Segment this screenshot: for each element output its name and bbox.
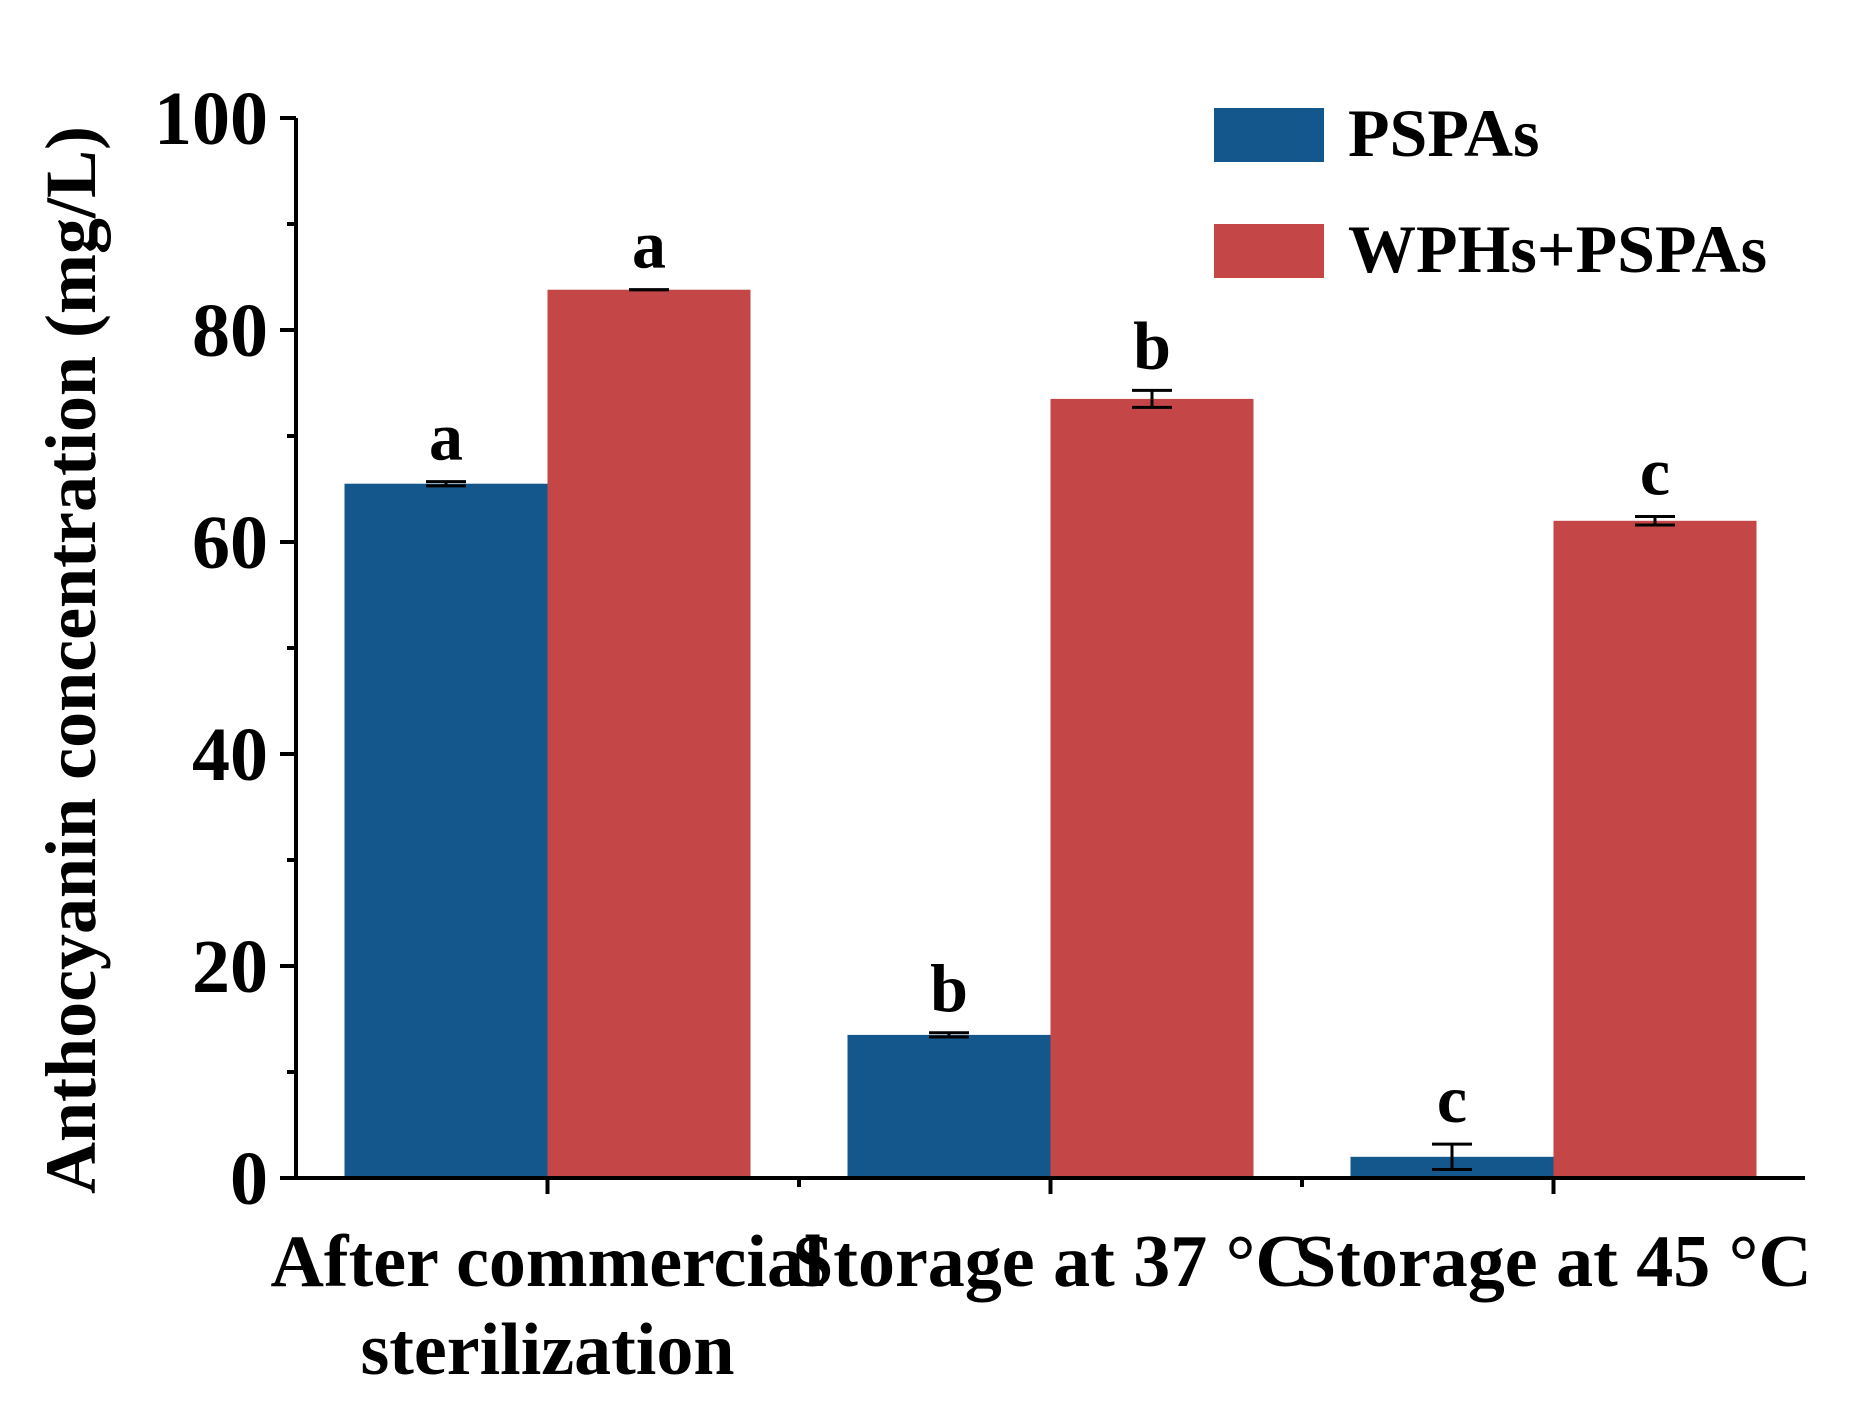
legend-label: WPHs+PSPAs	[1348, 211, 1767, 287]
bars-group	[344, 289, 1757, 1179]
bar-pspas	[344, 483, 548, 1178]
y-tick-label: 80	[192, 289, 268, 373]
significance-letter: a	[632, 207, 666, 283]
legend-swatch	[1214, 224, 1324, 278]
significance-letter: c	[1640, 434, 1670, 510]
x-category-label: sterilization	[360, 1309, 734, 1391]
y-tick-label: 60	[192, 501, 268, 585]
y-tick-label: 0	[230, 1137, 268, 1221]
significance-letter: a	[429, 399, 463, 475]
significance-letter: c	[1437, 1061, 1467, 1137]
y-tick-label: 20	[192, 925, 268, 1009]
significance-letter: b	[930, 950, 968, 1026]
legend: PSPAs WPHs+PSPAs	[1214, 95, 1767, 287]
y-tick-label: 100	[154, 77, 268, 161]
significance-letter: b	[1133, 307, 1171, 383]
y-tick-label: 40	[192, 713, 268, 797]
bar-wphs-pspas	[547, 289, 751, 1179]
x-category-label: After commercial	[270, 1221, 824, 1303]
x-category-label: Storage at 37 °C	[792, 1221, 1309, 1303]
x-ticks-group	[545, 1178, 1556, 1194]
error-bars-group	[426, 288, 1675, 1172]
legend-label: PSPAs	[1348, 95, 1539, 171]
bar-wphs-pspas	[1050, 398, 1254, 1178]
bar-wphs-pspas	[1553, 520, 1757, 1178]
y-ticks-group: 0 20 40 60 80 100	[154, 77, 296, 1221]
legend-swatch	[1214, 108, 1324, 162]
significance-labels-group: a b c a b c	[429, 207, 1670, 1137]
x-category-label: Storage at 45 °C	[1295, 1221, 1812, 1303]
y-axis-label: Anthocyanin concentration (mg/L)	[31, 126, 111, 1194]
bar-pspas	[847, 1034, 1051, 1178]
